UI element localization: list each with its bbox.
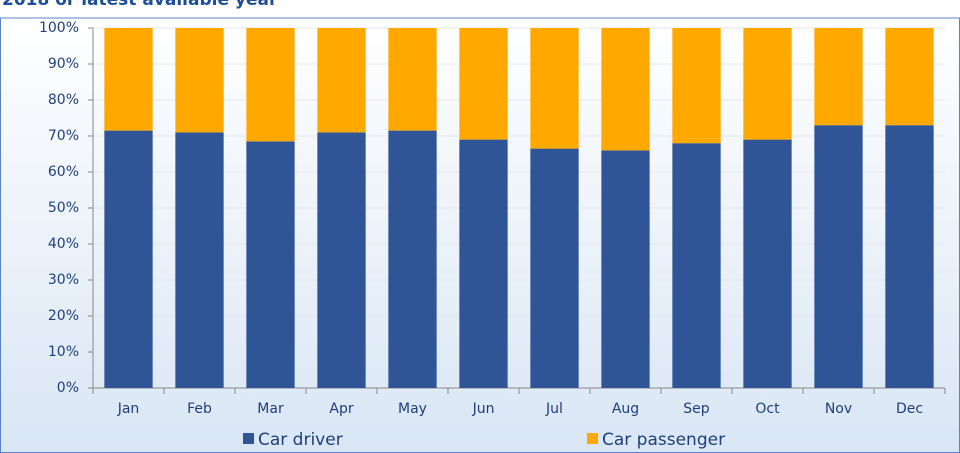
y-tick-label: 60%	[48, 164, 79, 180]
legend-label: Car driver	[258, 430, 343, 450]
legend-swatch	[243, 433, 254, 444]
bar-segment	[388, 130, 437, 388]
x-tick-label: Mar	[257, 401, 284, 417]
bar-segment	[175, 132, 224, 388]
bar-segment	[672, 143, 721, 388]
x-tick-label: Sep	[683, 401, 710, 417]
x-tick-label: Aug	[612, 401, 639, 417]
bar-segment	[459, 139, 508, 388]
y-tick-label: 10%	[48, 344, 79, 360]
y-tick-label: 0%	[57, 380, 79, 396]
bar-segment	[672, 28, 721, 144]
bar-segment	[885, 125, 934, 388]
bar-segment	[601, 28, 650, 151]
bar-segment	[104, 130, 153, 388]
x-tick-label: Jul	[545, 401, 563, 417]
bar-segment	[246, 141, 295, 388]
bar-segment	[317, 132, 366, 388]
bar-segment	[459, 28, 508, 140]
chart-title: 2018 or latest available year	[2, 0, 278, 10]
bar-segment	[530, 148, 579, 388]
legend-label: Car passenger	[602, 430, 725, 450]
y-tick-label: 80%	[48, 92, 79, 108]
bar-segment	[317, 28, 366, 133]
x-tick-label: Jan	[117, 401, 140, 417]
bar-segment	[388, 28, 437, 131]
bar-segment	[246, 28, 295, 142]
x-tick-label: Apr	[329, 401, 353, 417]
bar-segment	[814, 28, 863, 126]
y-tick-label: 70%	[48, 128, 79, 144]
bar-segment	[743, 28, 792, 140]
y-tick-label: 20%	[48, 308, 79, 324]
bar-segment	[601, 150, 650, 388]
y-tick-label: 100%	[39, 20, 79, 36]
bar-segment	[885, 28, 934, 126]
x-tick-label: Nov	[825, 401, 852, 417]
x-tick-label: Dec	[896, 401, 923, 417]
x-tick-label: Jun	[472, 401, 495, 417]
bar-segment	[104, 28, 153, 131]
y-tick-label: 40%	[48, 236, 79, 252]
x-tick-label: Oct	[755, 401, 780, 417]
y-tick-label: 90%	[48, 56, 79, 72]
x-tick-label: May	[398, 401, 427, 417]
y-tick-label: 30%	[48, 272, 79, 288]
legend-swatch	[587, 433, 598, 444]
bar-segment	[175, 28, 224, 133]
x-tick-label: Feb	[187, 401, 212, 417]
y-tick-label: 50%	[48, 200, 79, 216]
bar-segment	[530, 28, 579, 149]
bar-segment	[814, 125, 863, 388]
bar-segment	[743, 139, 792, 388]
